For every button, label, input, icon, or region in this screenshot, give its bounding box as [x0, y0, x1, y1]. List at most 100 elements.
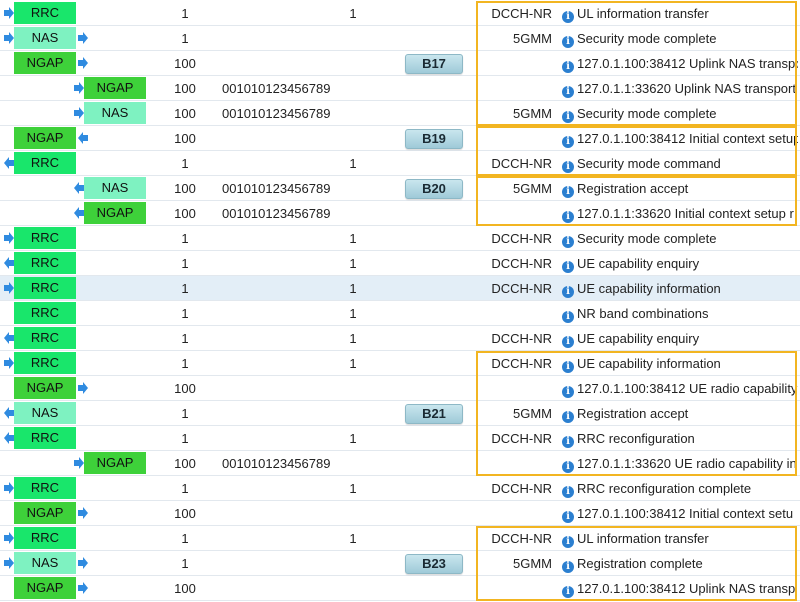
protocol-badge-rrc: RRC: [14, 477, 76, 499]
arrow-left-icon: [4, 332, 14, 344]
message-text: RRC reconfiguration complete: [577, 481, 752, 496]
log-row[interactable]: NAS 1 5GMM i Registration accept: [0, 401, 800, 426]
message-text: UE capability information: [577, 356, 721, 371]
message-cell: i RRC reconfiguration: [562, 431, 798, 448]
info-icon[interactable]: i: [562, 536, 574, 548]
info-icon[interactable]: i: [562, 211, 574, 223]
info-icon[interactable]: i: [562, 111, 574, 123]
message-cell: i NR band combinations: [562, 306, 798, 323]
imsi: 001010123456789: [222, 206, 331, 221]
info-icon[interactable]: i: [562, 261, 574, 273]
ue-id: 1: [181, 556, 189, 571]
imsi: 001010123456789: [222, 81, 331, 96]
log-row[interactable]: RRC 1 1 DCCH-NR i UE capability information: [0, 276, 800, 301]
message-cell: i Registration accept: [562, 181, 798, 198]
protocol-badge-ngap: NGAP: [84, 77, 146, 99]
layer: 5GMM: [513, 181, 552, 196]
info-icon[interactable]: i: [562, 411, 574, 423]
log-row[interactable]: RRC 1 1 DCCH-NR i UL information transfer: [0, 526, 800, 551]
arrow-right-icon: [4, 557, 14, 569]
protocol-badge-nas: NAS: [14, 552, 76, 574]
log-row[interactable]: NGAP 100 i 127.0.1.100:38412 Initial contex…: [0, 501, 800, 526]
message-text: 127.0.1.100:38412 Initial context setup: [577, 131, 798, 146]
log-row[interactable]: NAS 100 001010123456789 5GMM i Registration a…: [0, 176, 800, 201]
layer: DCCH-NR: [491, 481, 552, 496]
layer: DCCH-NR: [491, 431, 552, 446]
log-row[interactable]: NAS 1 5GMM i Security mode complete: [0, 26, 800, 51]
protocol-badge-rrc: RRC: [14, 527, 76, 549]
message-cell: i UL information transfer: [562, 531, 798, 548]
arrow-left-icon: [78, 507, 88, 519]
cell-id: 1: [349, 531, 357, 546]
log-row[interactable]: NGAP 100 i 127.0.1.100:38412 Uplink NAS tra…: [0, 51, 800, 76]
arrow-right-icon: [78, 32, 88, 44]
info-icon[interactable]: i: [562, 236, 574, 248]
info-icon[interactable]: i: [562, 436, 574, 448]
info-icon[interactable]: i: [562, 11, 574, 23]
group-tag: B19: [405, 129, 463, 149]
protocol-badge-ngap: NGAP: [14, 502, 76, 524]
protocol-badge-ngap: NGAP: [14, 52, 76, 74]
log-row[interactable]: RRC 1 1 DCCH-NR i UE capability enquiry: [0, 251, 800, 276]
ue-id: 1: [181, 306, 189, 321]
info-icon[interactable]: i: [562, 586, 574, 598]
log-row[interactable]: NGAP 100 i 127.0.1.100:38412 Uplink NAS tra…: [0, 576, 800, 601]
log-row[interactable]: NAS 100 001010123456789 5GMM i Security mode …: [0, 101, 800, 126]
ue-id: 1: [181, 481, 189, 496]
group-tag: B23: [405, 554, 463, 574]
ue-id: 100: [174, 456, 196, 471]
log-row[interactable]: RRC 1 1 DCCH-NR i Security mode complete: [0, 226, 800, 251]
message-text: 127.0.1.100:38412 Uplink NAS transp: [577, 581, 796, 596]
layer: DCCH-NR: [491, 256, 552, 271]
info-icon[interactable]: i: [562, 86, 574, 98]
info-icon[interactable]: i: [562, 361, 574, 373]
message-cell: i RRC reconfiguration complete: [562, 481, 798, 498]
info-icon[interactable]: i: [562, 136, 574, 148]
message-cell: i 127.0.1.100:38412 Uplink NAS transp: [562, 581, 798, 598]
info-icon[interactable]: i: [562, 511, 574, 523]
log-row[interactable]: RRC 1 1 i NR band combinations: [0, 301, 800, 326]
info-icon[interactable]: i: [562, 336, 574, 348]
info-icon[interactable]: i: [562, 386, 574, 398]
log-row[interactable]: RRC 1 1 DCCH-NR i UE capability information: [0, 351, 800, 376]
message-text: RRC reconfiguration: [577, 431, 695, 446]
log-row[interactable]: NAS 1 5GMM i Registration complete: [0, 551, 800, 576]
log-row[interactable]: RRC 1 1 DCCH-NR i RRC reconfiguration complet…: [0, 476, 800, 501]
message-text: 127.0.1.100:38412 UE radio capability: [577, 381, 798, 396]
log-row[interactable]: RRC 1 1 DCCH-NR i UE capability enquiry: [0, 326, 800, 351]
arrow-right-icon: [4, 357, 14, 369]
log-row[interactable]: RRC 1 1 DCCH-NR i RRC reconfiguration: [0, 426, 800, 451]
ue-id: 100: [174, 506, 196, 521]
log-row[interactable]: RRC 1 1 DCCH-NR i UL information transfer: [0, 1, 800, 26]
protocol-badge-rrc: RRC: [14, 277, 76, 299]
info-icon[interactable]: i: [562, 186, 574, 198]
info-icon[interactable]: i: [562, 561, 574, 573]
cell-id: 1: [349, 356, 357, 371]
message-text: Registration accept: [577, 406, 689, 421]
info-icon[interactable]: i: [562, 311, 574, 323]
log-row[interactable]: NGAP 100 001010123456789 i 127.0.1.1:33620 U…: [0, 451, 800, 476]
cell-id: 1: [349, 231, 357, 246]
log-row[interactable]: NGAP 100 i 127.0.1.100:38412 UE radio capab…: [0, 376, 800, 401]
info-icon[interactable]: i: [562, 161, 574, 173]
message-cell: i Security mode command: [562, 156, 798, 173]
info-icon[interactable]: i: [562, 286, 574, 298]
info-icon[interactable]: i: [562, 61, 574, 73]
ue-id: 1: [181, 331, 189, 346]
layer: DCCH-NR: [491, 156, 552, 171]
message-cell: i UE capability enquiry: [562, 256, 798, 273]
info-icon[interactable]: i: [562, 36, 574, 48]
message-text: 127.0.1.1:33620 Initial context setup r: [577, 206, 794, 221]
ue-id: 100: [174, 81, 196, 96]
log-row[interactable]: NGAP 100 001010123456789 i 127.0.1.1:33620 U…: [0, 76, 800, 101]
info-icon[interactable]: i: [562, 461, 574, 473]
info-icon[interactable]: i: [562, 486, 574, 498]
log-row[interactable]: NGAP 100 001010123456789 i 127.0.1.1:33620 I…: [0, 201, 800, 226]
message-cell: i 127.0.1.100:38412 Initial context setup: [562, 131, 798, 148]
message-text: UE capability information: [577, 281, 721, 296]
log-row[interactable]: RRC 1 1 DCCH-NR i Security mode command: [0, 151, 800, 176]
imsi: 001010123456789: [222, 106, 331, 121]
log-row[interactable]: NGAP 100 i 127.0.1.100:38412 Initial contex…: [0, 126, 800, 151]
cell-id: 1: [349, 331, 357, 346]
cell-id: 1: [349, 281, 357, 296]
